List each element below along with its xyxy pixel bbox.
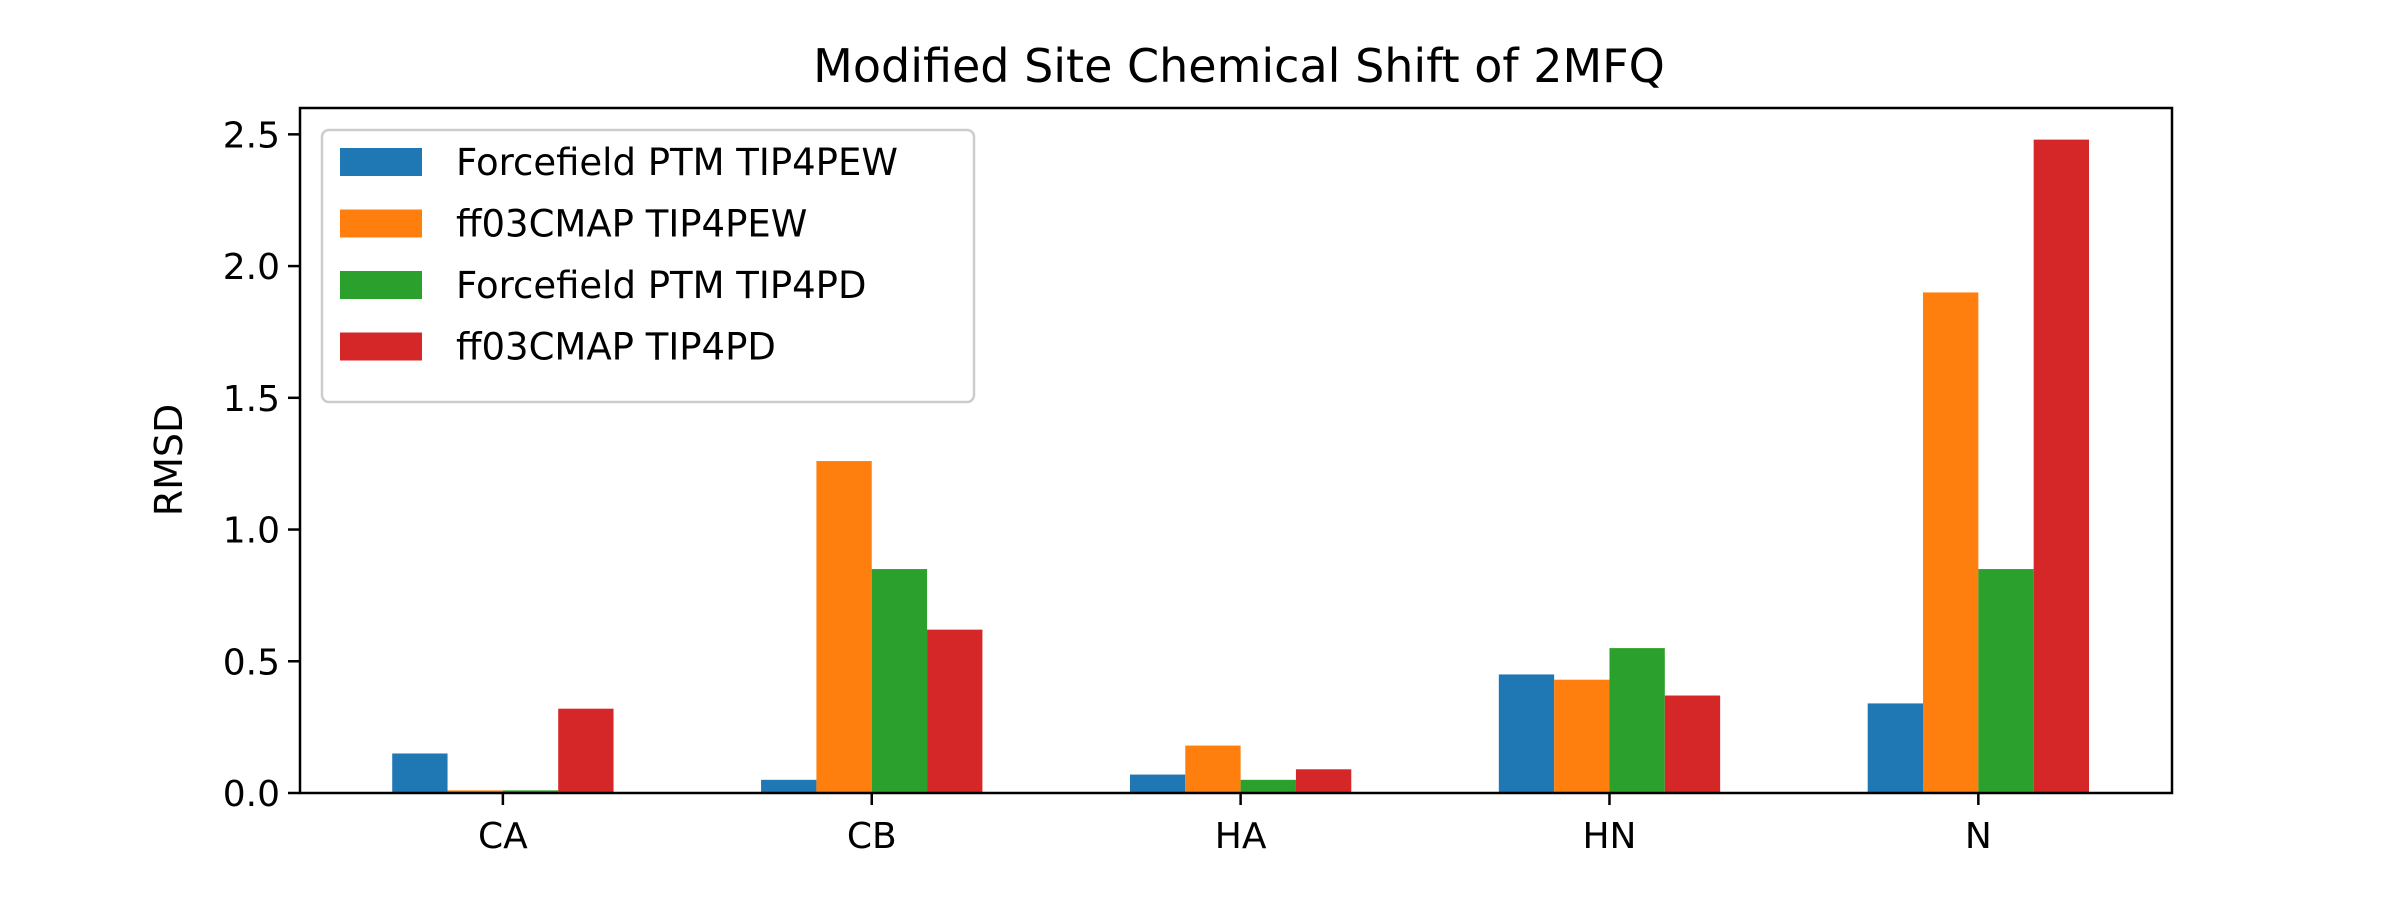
bar-hn-series-1 xyxy=(1498,674,1555,793)
plot-frame xyxy=(298,106,2174,795)
bar-n-series-2 xyxy=(1923,292,1979,793)
bar-cb-series-1 xyxy=(761,779,817,793)
x-tick-label-ha: HA xyxy=(1215,816,1267,857)
legend: Forcefield PTM TIP4PEW ff03CMAP TIP4PEW Fo… xyxy=(320,128,976,404)
bars-group xyxy=(392,139,2090,794)
y-tick-label: 0.5 xyxy=(223,642,280,683)
bar-ca-series-2 xyxy=(447,790,503,793)
bar-n-series-3 xyxy=(1978,569,2034,793)
legend-label-1: Forcefield PTM TIP4PEW xyxy=(456,141,898,184)
bar-ha-series-1 xyxy=(1129,774,1186,793)
bar-n-series-4 xyxy=(2033,139,2090,794)
bar-hn-series-2 xyxy=(1554,679,1610,793)
bar-ha-series-4 xyxy=(1295,769,1352,793)
bar-ha-series-3 xyxy=(1240,779,1296,793)
x-axis: CA CB HA HN N xyxy=(478,793,1992,857)
y-tick-label: 1.0 xyxy=(223,511,280,552)
y-tick-label: 2.5 xyxy=(223,115,280,156)
x-tick-label-n: N xyxy=(1965,816,1992,857)
bar-n-series-1 xyxy=(1867,703,1924,793)
legend-swatch-3 xyxy=(340,271,422,299)
legend-swatch-2 xyxy=(340,209,422,238)
legend-box xyxy=(320,128,976,404)
bar-hn-series-4 xyxy=(1664,695,1721,793)
bar-cb-series-3 xyxy=(871,569,928,793)
bar-ca-series-3 xyxy=(502,790,559,793)
legend-swatch-4 xyxy=(340,332,422,361)
legend-label-4: ff03CMAP TIP4PD xyxy=(456,326,776,369)
bar-cb-series-2 xyxy=(816,461,872,793)
bar-ca-series-4 xyxy=(558,708,614,793)
x-tick-label-hn: HN xyxy=(1582,816,1636,857)
legend-swatch-1 xyxy=(340,148,422,176)
x-tick-label-ca: CA xyxy=(478,816,528,857)
y-tick-label: 1.5 xyxy=(223,379,280,420)
legend-label-2: ff03CMAP TIP4PEW xyxy=(456,203,807,246)
chart-title: Modified Site Chemical Shift of 2MFQ xyxy=(813,39,1665,93)
y-axis: 0.0 0.5 1.0 1.5 2.0 2.5 xyxy=(223,115,300,815)
bar-ca-series-1 xyxy=(392,753,448,793)
legend-label-3: Forcefield PTM TIP4PD xyxy=(456,264,866,307)
bar-cb-series-4 xyxy=(927,629,983,793)
y-tick-label: 0.0 xyxy=(223,774,280,815)
y-tick-label: 2.0 xyxy=(223,247,280,288)
y-axis-label: RMSD xyxy=(147,404,191,517)
bar-hn-series-3 xyxy=(1609,648,1665,793)
x-tick-label-cb: CB xyxy=(847,816,897,857)
bar-ha-series-2 xyxy=(1185,745,1241,793)
